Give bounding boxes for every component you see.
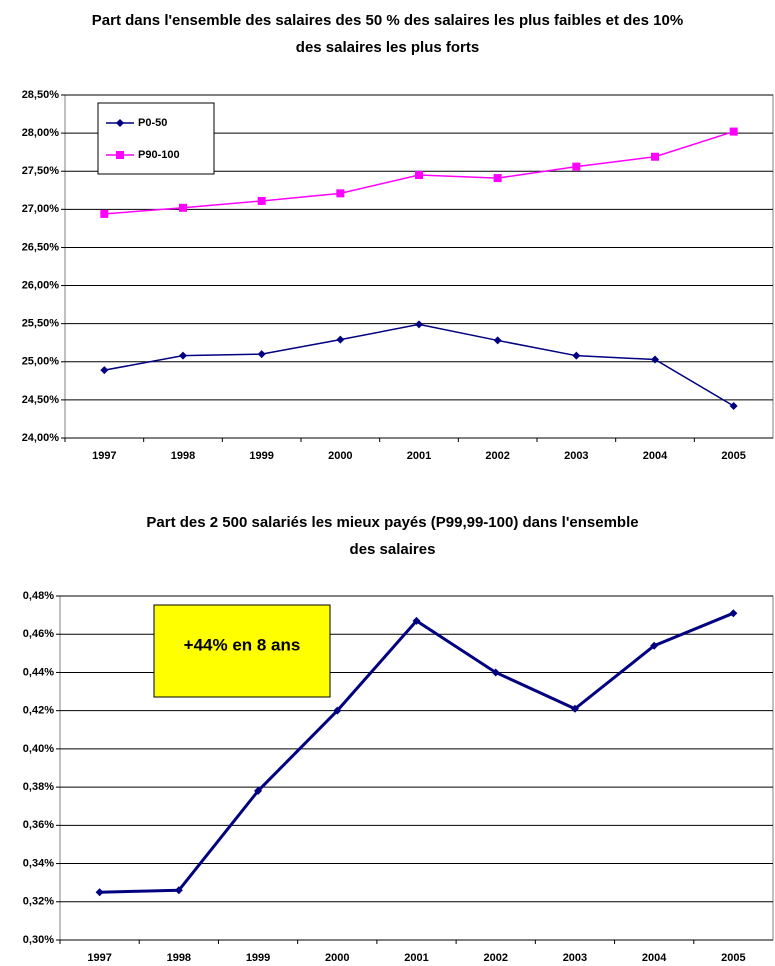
y-tick-label: 0,44% [23,666,54,678]
y-tick-label: 27,00% [22,203,60,215]
x-tick-label: 2005 [721,450,745,462]
chart-title: Part dans l'ensemble des salaires des 50… [91,12,684,56]
x-tick-label: 2000 [325,952,349,964]
legend-box [97,102,215,175]
x-tick-label: 1997 [87,952,111,964]
marker [336,189,345,198]
x-tick-label: 2003 [563,952,587,964]
x-tick-label: 1997 [92,450,116,462]
y-tick-label: 24,00% [22,432,60,444]
marker [179,351,187,360]
x-tick-label: 2004 [642,952,667,964]
y-tick-label: 27,50% [22,165,60,177]
marker [415,171,423,180]
legend-label: P90-100 [138,149,180,161]
marker [174,886,183,895]
y-tick-label: 0,40% [23,743,54,755]
x-tick-label: 2001 [404,952,428,964]
x-tick-label: 2002 [485,450,509,462]
annotation-box [153,604,331,698]
y-tick-label: 0,38% [23,781,54,793]
y-tick-label: 0,46% [23,628,54,640]
x-tick-label: 1999 [249,450,273,462]
y-tick-label: 24,50% [22,394,60,406]
marker [412,616,421,625]
marker [572,162,581,171]
marker [95,888,104,897]
marker [415,320,423,329]
x-tick-label: 2003 [564,450,588,462]
marker [493,336,502,345]
marker [491,668,500,677]
marker [100,209,109,218]
marker [729,127,738,136]
marker [257,196,266,205]
marker [651,152,659,161]
y-tick-label: 0,36% [23,819,54,831]
marker [729,609,738,618]
marker [333,706,342,715]
y-tick-label: 0,42% [23,705,54,717]
x-tick-label: 1999 [246,952,270,964]
y-tick-label: 0,30% [23,934,54,946]
marker [257,350,266,359]
y-tick-label: 0,48% [23,590,54,602]
marker [100,366,109,375]
marker [729,401,738,410]
x-tick-label: 2001 [407,450,431,462]
marker [572,351,581,360]
x-tick-label: 2004 [643,450,668,462]
x-tick-label: 1998 [171,450,195,462]
y-tick-label: 0,32% [23,896,54,908]
x-tick-label: 2002 [483,952,507,964]
marker [650,641,659,650]
x-tick-label: 1998 [167,952,191,964]
marker [570,704,579,713]
series-line [104,323,735,407]
marker [179,203,187,212]
marker [651,355,659,364]
y-tick-label: 0,34% [23,857,54,869]
y-tick-label: 28,00% [22,127,60,139]
marker [493,174,502,183]
y-tick-label: 25,50% [22,318,60,330]
y-tick-label: 26,50% [22,241,60,253]
chart-title: Part des 2 500 salariés les mieux payés … [146,514,639,558]
marker [254,786,263,795]
x-tick-label: 2000 [328,450,352,462]
y-tick-label: 26,00% [22,279,60,291]
annotation: +44% en 8 ans [184,635,301,654]
legend-label: P0-50 [138,117,167,129]
y-tick-label: 28,50% [22,89,60,101]
y-tick-label: 25,00% [22,356,60,368]
x-tick-label: 2005 [721,952,745,964]
marker [116,119,124,127]
marker [116,151,124,159]
marker [336,335,345,344]
